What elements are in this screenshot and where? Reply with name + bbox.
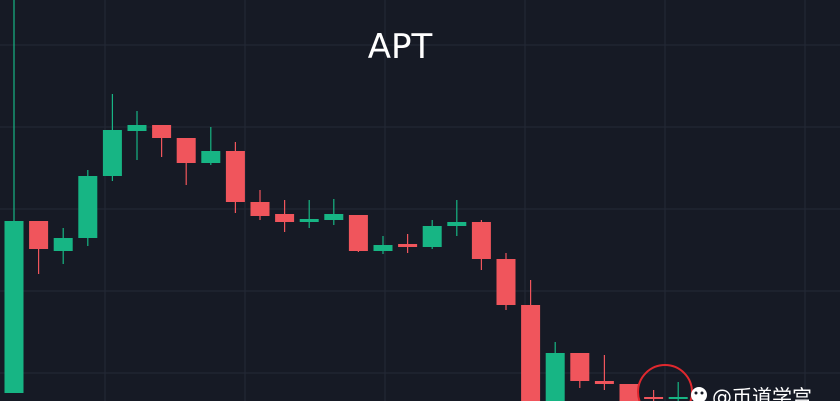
candle-body xyxy=(152,125,172,138)
candle-body xyxy=(619,384,639,401)
candles xyxy=(4,0,688,401)
candle-body xyxy=(521,305,541,401)
candle-body xyxy=(250,202,270,216)
candle-body xyxy=(324,214,344,220)
candle-body xyxy=(53,238,73,251)
candle-body xyxy=(447,222,467,226)
candle-body xyxy=(4,221,24,393)
candle-body xyxy=(398,244,418,247)
candle-body xyxy=(348,215,368,251)
candle-body xyxy=(201,151,221,163)
candle-body xyxy=(176,138,196,163)
candle-body xyxy=(668,397,688,399)
candle-body xyxy=(127,125,147,131)
chart-title: APT xyxy=(368,27,433,67)
candle-body xyxy=(29,221,49,249)
candle-body xyxy=(644,397,664,399)
candle-body xyxy=(496,259,516,305)
candle-body xyxy=(545,353,565,401)
candle-body xyxy=(594,381,614,384)
candle-body xyxy=(102,130,122,176)
candle-body xyxy=(570,353,590,381)
candle-body xyxy=(299,219,319,222)
candle-body xyxy=(471,222,491,259)
watermark: @币道学宫 xyxy=(712,385,812,401)
candle-body xyxy=(275,214,295,222)
candle-body xyxy=(422,226,442,247)
watermark-icon xyxy=(691,387,707,401)
candle-body xyxy=(373,245,393,251)
candle-body xyxy=(78,176,98,238)
candle-body xyxy=(225,151,245,202)
